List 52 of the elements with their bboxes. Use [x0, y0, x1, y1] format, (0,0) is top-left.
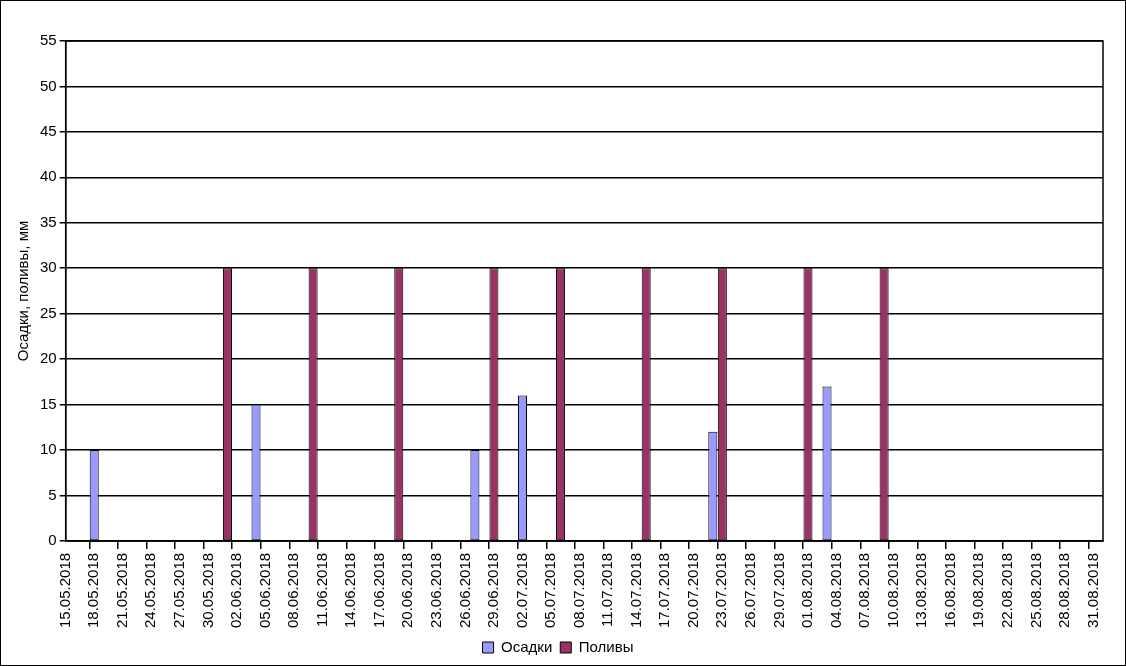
- y-tick-label: 5: [48, 485, 57, 503]
- x-tick-label: 11.07.2018: [598, 552, 616, 627]
- x-tick-label: 27.05.2018: [170, 552, 188, 628]
- x-tick-label: 23.06.2018: [426, 552, 444, 628]
- y-axis-title: Осадки, поливы, мм: [14, 220, 32, 362]
- x-tick-label: 17.07.2018: [655, 552, 673, 628]
- y-tick-label: 0: [48, 531, 57, 549]
- x-tick-label: 29.07.2018: [769, 552, 787, 628]
- x-tick-label: 17.06.2018: [369, 552, 387, 628]
- x-tick-label: 02.07.2018: [512, 552, 530, 628]
- x-tick-label: 04.08.2018: [826, 552, 844, 628]
- y-tick-label: 30: [40, 258, 57, 276]
- x-tick-label: 10.08.2018: [883, 552, 901, 628]
- x-tick-label: 30.05.2018: [198, 552, 216, 628]
- x-tick-label: 21.05.2018: [112, 552, 130, 628]
- x-tick-label: 26.07.2018: [741, 552, 759, 628]
- x-tick-label: 22.08.2018: [997, 552, 1015, 628]
- x-tick-label: 31.08.2018: [1083, 552, 1101, 628]
- y-tick-label: 15: [40, 394, 57, 412]
- x-tick-label: 29.06.2018: [484, 552, 502, 628]
- x-tick-label: 15.05.2018: [55, 552, 73, 628]
- x-tick-label: 26.06.2018: [455, 552, 473, 628]
- y-tick-label: 25: [40, 303, 57, 321]
- y-tick-label: 10: [40, 440, 57, 458]
- x-tick-label: 20.07.2018: [683, 552, 701, 628]
- x-tick-label: 05.06.2018: [255, 552, 273, 628]
- x-tick-label: 08.07.2018: [569, 552, 587, 628]
- x-tick-label: 19.08.2018: [969, 552, 987, 628]
- x-tick-label: 11.06.2018: [312, 552, 330, 627]
- x-tick-label: 16.08.2018: [940, 552, 958, 628]
- x-tick-label: 20.06.2018: [398, 552, 416, 628]
- x-tick-label: 07.08.2018: [855, 552, 873, 628]
- x-tick-label: 02.06.2018: [227, 552, 245, 628]
- x-tick-label: 08.06.2018: [284, 552, 302, 628]
- x-tick-label: 24.05.2018: [141, 552, 159, 628]
- x-tick-label: 23.07.2018: [712, 552, 730, 628]
- x-tick-label: 01.08.2018: [798, 552, 816, 628]
- x-tick-label: 05.07.2018: [541, 552, 559, 628]
- legend-label: Осадки: [501, 637, 553, 655]
- x-tick-label: 13.08.2018: [912, 552, 930, 628]
- y-tick-label: 35: [40, 212, 57, 230]
- y-tick-label: 55: [40, 31, 57, 49]
- x-tick-label: 28.08.2018: [1055, 552, 1073, 628]
- y-tick-label: 50: [40, 76, 57, 94]
- x-tick-label: 25.08.2018: [1026, 552, 1044, 628]
- y-tick-label: 40: [40, 167, 57, 185]
- legend-label: Поливы: [578, 637, 634, 655]
- x-tick-label: 14.06.2018: [341, 552, 359, 628]
- y-tick-label: 45: [40, 122, 57, 140]
- x-tick-label: 14.07.2018: [626, 552, 644, 628]
- y-tick-label: 20: [40, 349, 57, 367]
- x-tick-label: 18.05.2018: [84, 552, 102, 628]
